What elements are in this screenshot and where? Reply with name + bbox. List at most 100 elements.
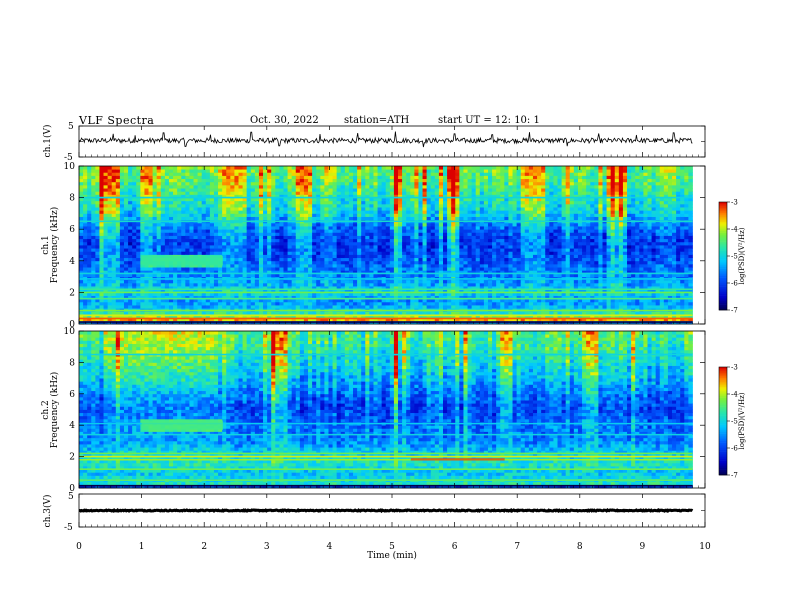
spectrogram-cell — [381, 317, 387, 322]
spectrogram-cell — [348, 241, 354, 246]
spectrogram-cell — [87, 235, 92, 240]
spectrogram-cell — [263, 222, 268, 227]
spectrogram-cell — [168, 311, 174, 315]
spectrogram-cell — [173, 273, 178, 277]
spectrogram-cell — [258, 270, 264, 274]
spectrogram-cell — [238, 286, 243, 290]
spectrogram-cell — [434, 222, 440, 227]
spectrogram-cell — [234, 245, 239, 249]
spectrogram-cell — [283, 210, 288, 214]
spectrogram-cell — [99, 169, 104, 173]
spectrogram-cell — [254, 213, 260, 217]
spectrogram-cell — [83, 169, 88, 173]
spectrogram-cell — [365, 166, 370, 170]
spectrogram-cell — [467, 203, 473, 208]
spectrogram-cell — [230, 282, 235, 287]
spectrogram-cell — [173, 251, 178, 255]
spectrogram-cell — [365, 203, 370, 208]
spectrogram-cell — [91, 301, 96, 306]
spectrogram-cell — [107, 181, 113, 186]
spectrogram-cell — [443, 279, 448, 284]
spectrogram-cell — [271, 184, 276, 189]
spectrogram-cell — [111, 191, 117, 195]
spectrogram-cell — [95, 166, 100, 170]
spectrogram-cell — [320, 178, 325, 183]
spectrogram-cell — [242, 260, 248, 265]
spectrogram-cell — [381, 197, 387, 202]
spectrogram-cell — [438, 270, 444, 274]
spectrogram-cell — [455, 301, 460, 306]
spectrogram-cell — [107, 235, 113, 240]
spectrogram-cell — [123, 191, 129, 195]
spectrogram-cell — [365, 238, 370, 243]
spectrogram-cell — [381, 301, 387, 306]
spectrogram-cell — [373, 216, 378, 221]
spectrogram-cell — [353, 166, 358, 170]
spectrogram-cell — [312, 169, 317, 173]
spectrogram-cell — [283, 175, 288, 180]
spectrogram-cell — [365, 273, 370, 277]
spectrogram-cell — [91, 289, 96, 293]
spectrogram-cell — [430, 279, 436, 284]
spectrogram-cell — [168, 314, 174, 319]
spectrogram-cell — [344, 229, 350, 233]
spectrogram-cell — [475, 305, 481, 309]
spectrogram-cell — [193, 238, 199, 243]
spectrogram-cell — [447, 301, 452, 306]
spectrogram-cell — [381, 229, 387, 233]
spectrogram-cell — [414, 194, 419, 198]
spectrogram-cell — [475, 314, 481, 319]
spectrogram-cell — [205, 188, 211, 192]
spectrogram-cell — [430, 184, 436, 189]
spectrogram-cell — [87, 301, 92, 306]
spectrogram-cell — [316, 254, 321, 259]
spectrogram-cell — [168, 263, 174, 268]
spectrogram-cell — [426, 232, 432, 236]
spectrogram-cell — [283, 166, 288, 170]
spectrogram-cell — [267, 241, 272, 246]
spectrogram-cell — [447, 181, 452, 186]
spectrogram-cell — [463, 314, 468, 319]
spectrogram-cell — [410, 298, 415, 303]
spectrogram-cell — [324, 200, 329, 205]
spectrogram-cell — [173, 181, 178, 186]
spectrogram-cell — [410, 166, 415, 170]
spectrogram-cell — [218, 305, 223, 309]
spectrogram-cell — [107, 298, 113, 303]
spectrogram-cell — [406, 286, 411, 290]
spectrogram-cell — [152, 314, 158, 319]
spectrogram-cell — [119, 194, 125, 198]
spectrogram-cell — [340, 251, 346, 255]
spectrogram-cell — [164, 289, 170, 293]
spectrogram-cell — [406, 184, 411, 189]
spectrogram-cell — [287, 216, 293, 221]
spectrogram-cell — [156, 226, 162, 230]
spectrogram-cell — [308, 169, 313, 173]
spectrogram-cell — [234, 238, 239, 243]
spectrogram-cell — [463, 207, 468, 211]
spectrogram-cell — [115, 169, 121, 173]
spectrogram-cell — [91, 210, 96, 214]
spectrogram-cell — [197, 241, 203, 246]
spectrogram-cell — [381, 169, 387, 173]
spectrogram-cell — [160, 238, 166, 243]
spectrogram-cell — [287, 314, 293, 319]
spectrogram-cell — [344, 270, 350, 274]
spectrogram-cell — [123, 248, 129, 252]
spectrogram-cell — [365, 207, 370, 211]
spectrogram-cell — [418, 235, 423, 240]
spectrogram-cell — [201, 245, 207, 249]
spectrogram-cell — [361, 229, 366, 233]
spectrogram-cell — [308, 175, 313, 180]
spectrogram-cell — [348, 232, 354, 236]
spectrogram-cell — [402, 200, 407, 205]
spectrogram-cell — [422, 273, 428, 277]
spectrogram-cell — [119, 311, 125, 315]
spectrogram-cell — [332, 222, 338, 227]
spectrogram-cell — [128, 216, 133, 221]
spectrogram-cell — [377, 194, 383, 198]
spectrogram-cell — [79, 166, 84, 170]
spectrogram-cell — [430, 207, 436, 211]
spectrogram-cell — [402, 232, 407, 236]
spectrogram-cell — [299, 175, 305, 180]
